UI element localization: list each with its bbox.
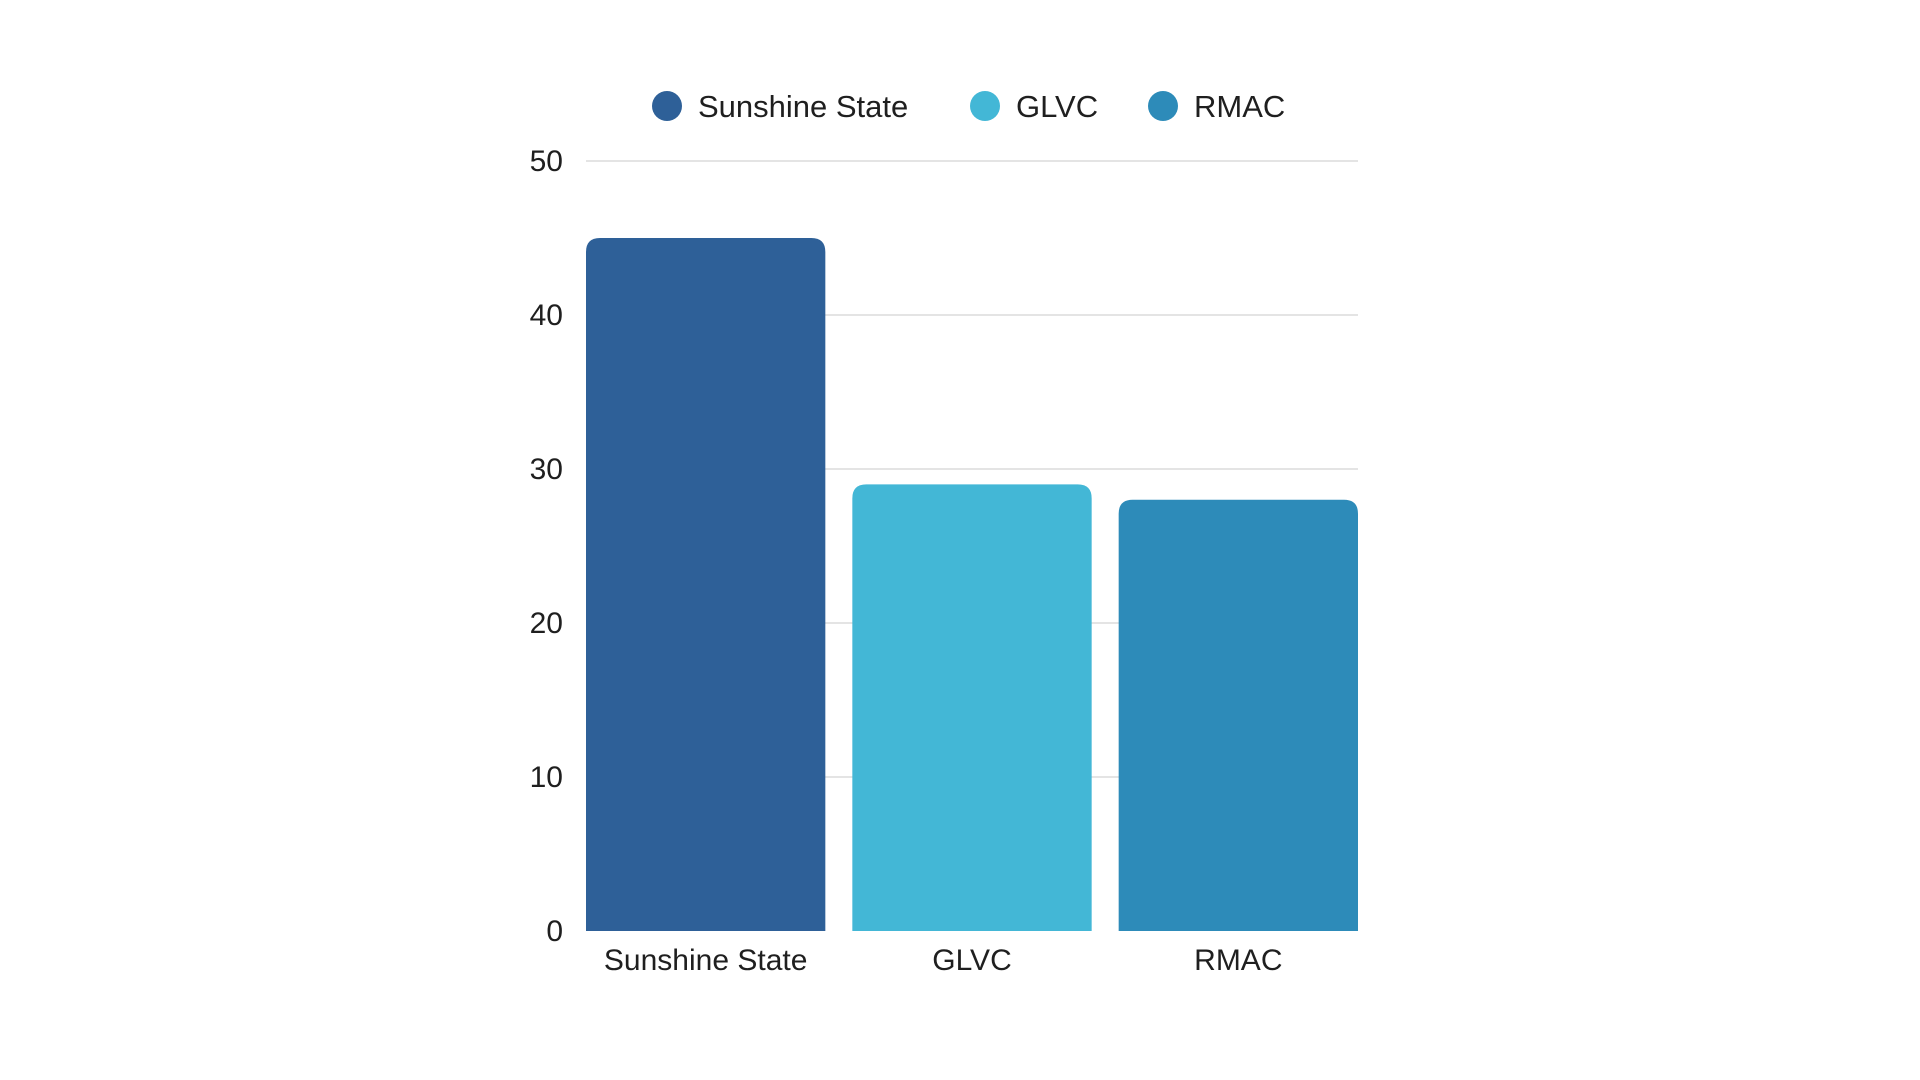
legend-label: RMAC bbox=[1194, 89, 1285, 124]
y-axis-ticks: 0 10 20 30 40 50 bbox=[530, 145, 563, 948]
y-tick-label: 50 bbox=[530, 145, 563, 178]
legend-swatch bbox=[652, 91, 682, 121]
bars bbox=[586, 238, 1358, 931]
x-tick-label: Sunshine State bbox=[604, 944, 807, 977]
x-tick-label: GLVC bbox=[932, 944, 1011, 977]
x-tick-label: RMAC bbox=[1194, 944, 1282, 977]
legend-swatch bbox=[970, 91, 1000, 121]
y-tick-label: 0 bbox=[546, 915, 563, 948]
legend-swatch bbox=[1148, 91, 1178, 121]
y-tick-label: 20 bbox=[530, 607, 563, 640]
bar-rmac bbox=[1118, 499, 1358, 931]
legend-label: GLVC bbox=[1016, 89, 1098, 124]
bar-sunshine-state bbox=[586, 238, 826, 931]
legend-label: Sunshine State bbox=[698, 89, 908, 124]
y-tick-label: 30 bbox=[530, 453, 563, 486]
legend: Sunshine State GLVC RMAC bbox=[652, 89, 1285, 124]
x-axis-ticks: Sunshine State GLVC RMAC bbox=[604, 944, 1283, 977]
bar-glvc bbox=[852, 484, 1092, 931]
y-tick-label: 40 bbox=[530, 299, 563, 332]
y-tick-label: 10 bbox=[530, 761, 563, 794]
